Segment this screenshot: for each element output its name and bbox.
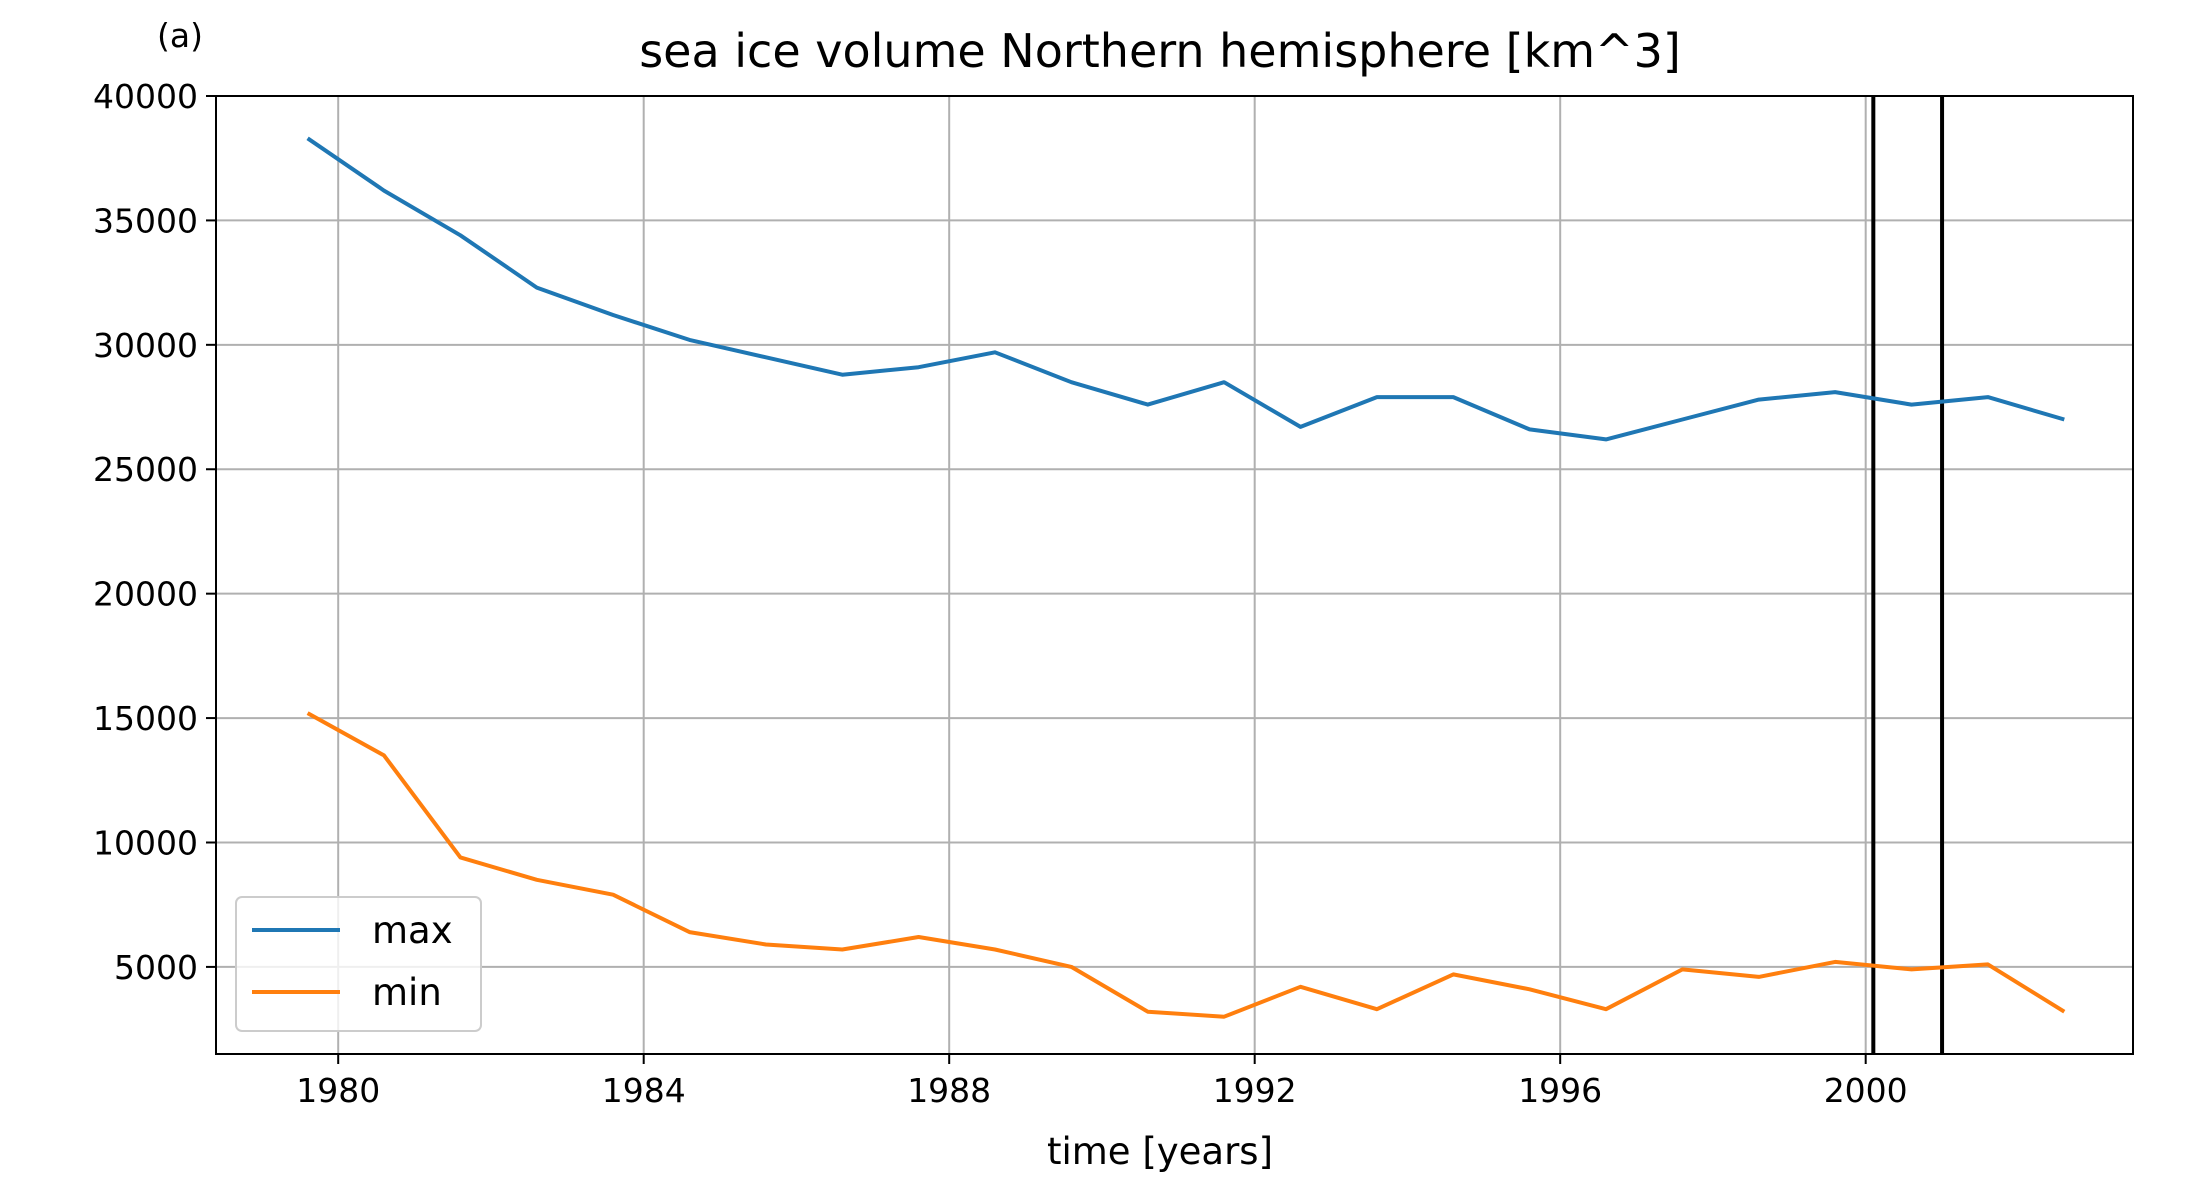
legend-label-max: max: [372, 909, 453, 952]
y-axis-ticks: 5000 10000 15000 20000 25000 30000 35000 40000: [93, 77, 216, 987]
x-tick-label: 2000: [1824, 1071, 1908, 1110]
x-axis-label: time [years]: [1047, 1130, 1273, 1173]
legend: max min: [235, 896, 482, 1032]
y-tick-label: 10000: [93, 823, 198, 862]
panel-label: (a): [157, 16, 203, 55]
y-tick-label: 20000: [93, 575, 198, 614]
y-tick-label: 30000: [93, 326, 198, 365]
legend-label-min: min: [372, 971, 442, 1014]
series-line-max: [306, 136, 2065, 442]
vertical-markers: [1871, 96, 1945, 1054]
series-line-min: [306, 711, 2066, 1019]
y-tick-label: 40000: [93, 77, 198, 116]
x-tick-label: 1996: [1518, 1071, 1602, 1110]
x-tick-label: 1980: [296, 1071, 380, 1110]
plot-frame: [215, 95, 2134, 1055]
x-tick-label: 1988: [907, 1071, 991, 1110]
chart-title: sea ice volume Northern hemisphere [km^3…: [639, 24, 1681, 78]
series-lines: [306, 136, 2066, 1019]
y-tick-label: 25000: [93, 450, 198, 489]
x-tick-label: 1984: [602, 1071, 686, 1110]
x-axis-ticks: 1980 1984 1988 1992 1996 2000: [296, 1054, 1908, 1110]
y-tick-label: 15000: [93, 699, 198, 738]
y-tick-label: 5000: [114, 948, 198, 987]
y-tick-label: 35000: [93, 201, 198, 240]
x-tick-label: 1992: [1213, 1071, 1297, 1110]
